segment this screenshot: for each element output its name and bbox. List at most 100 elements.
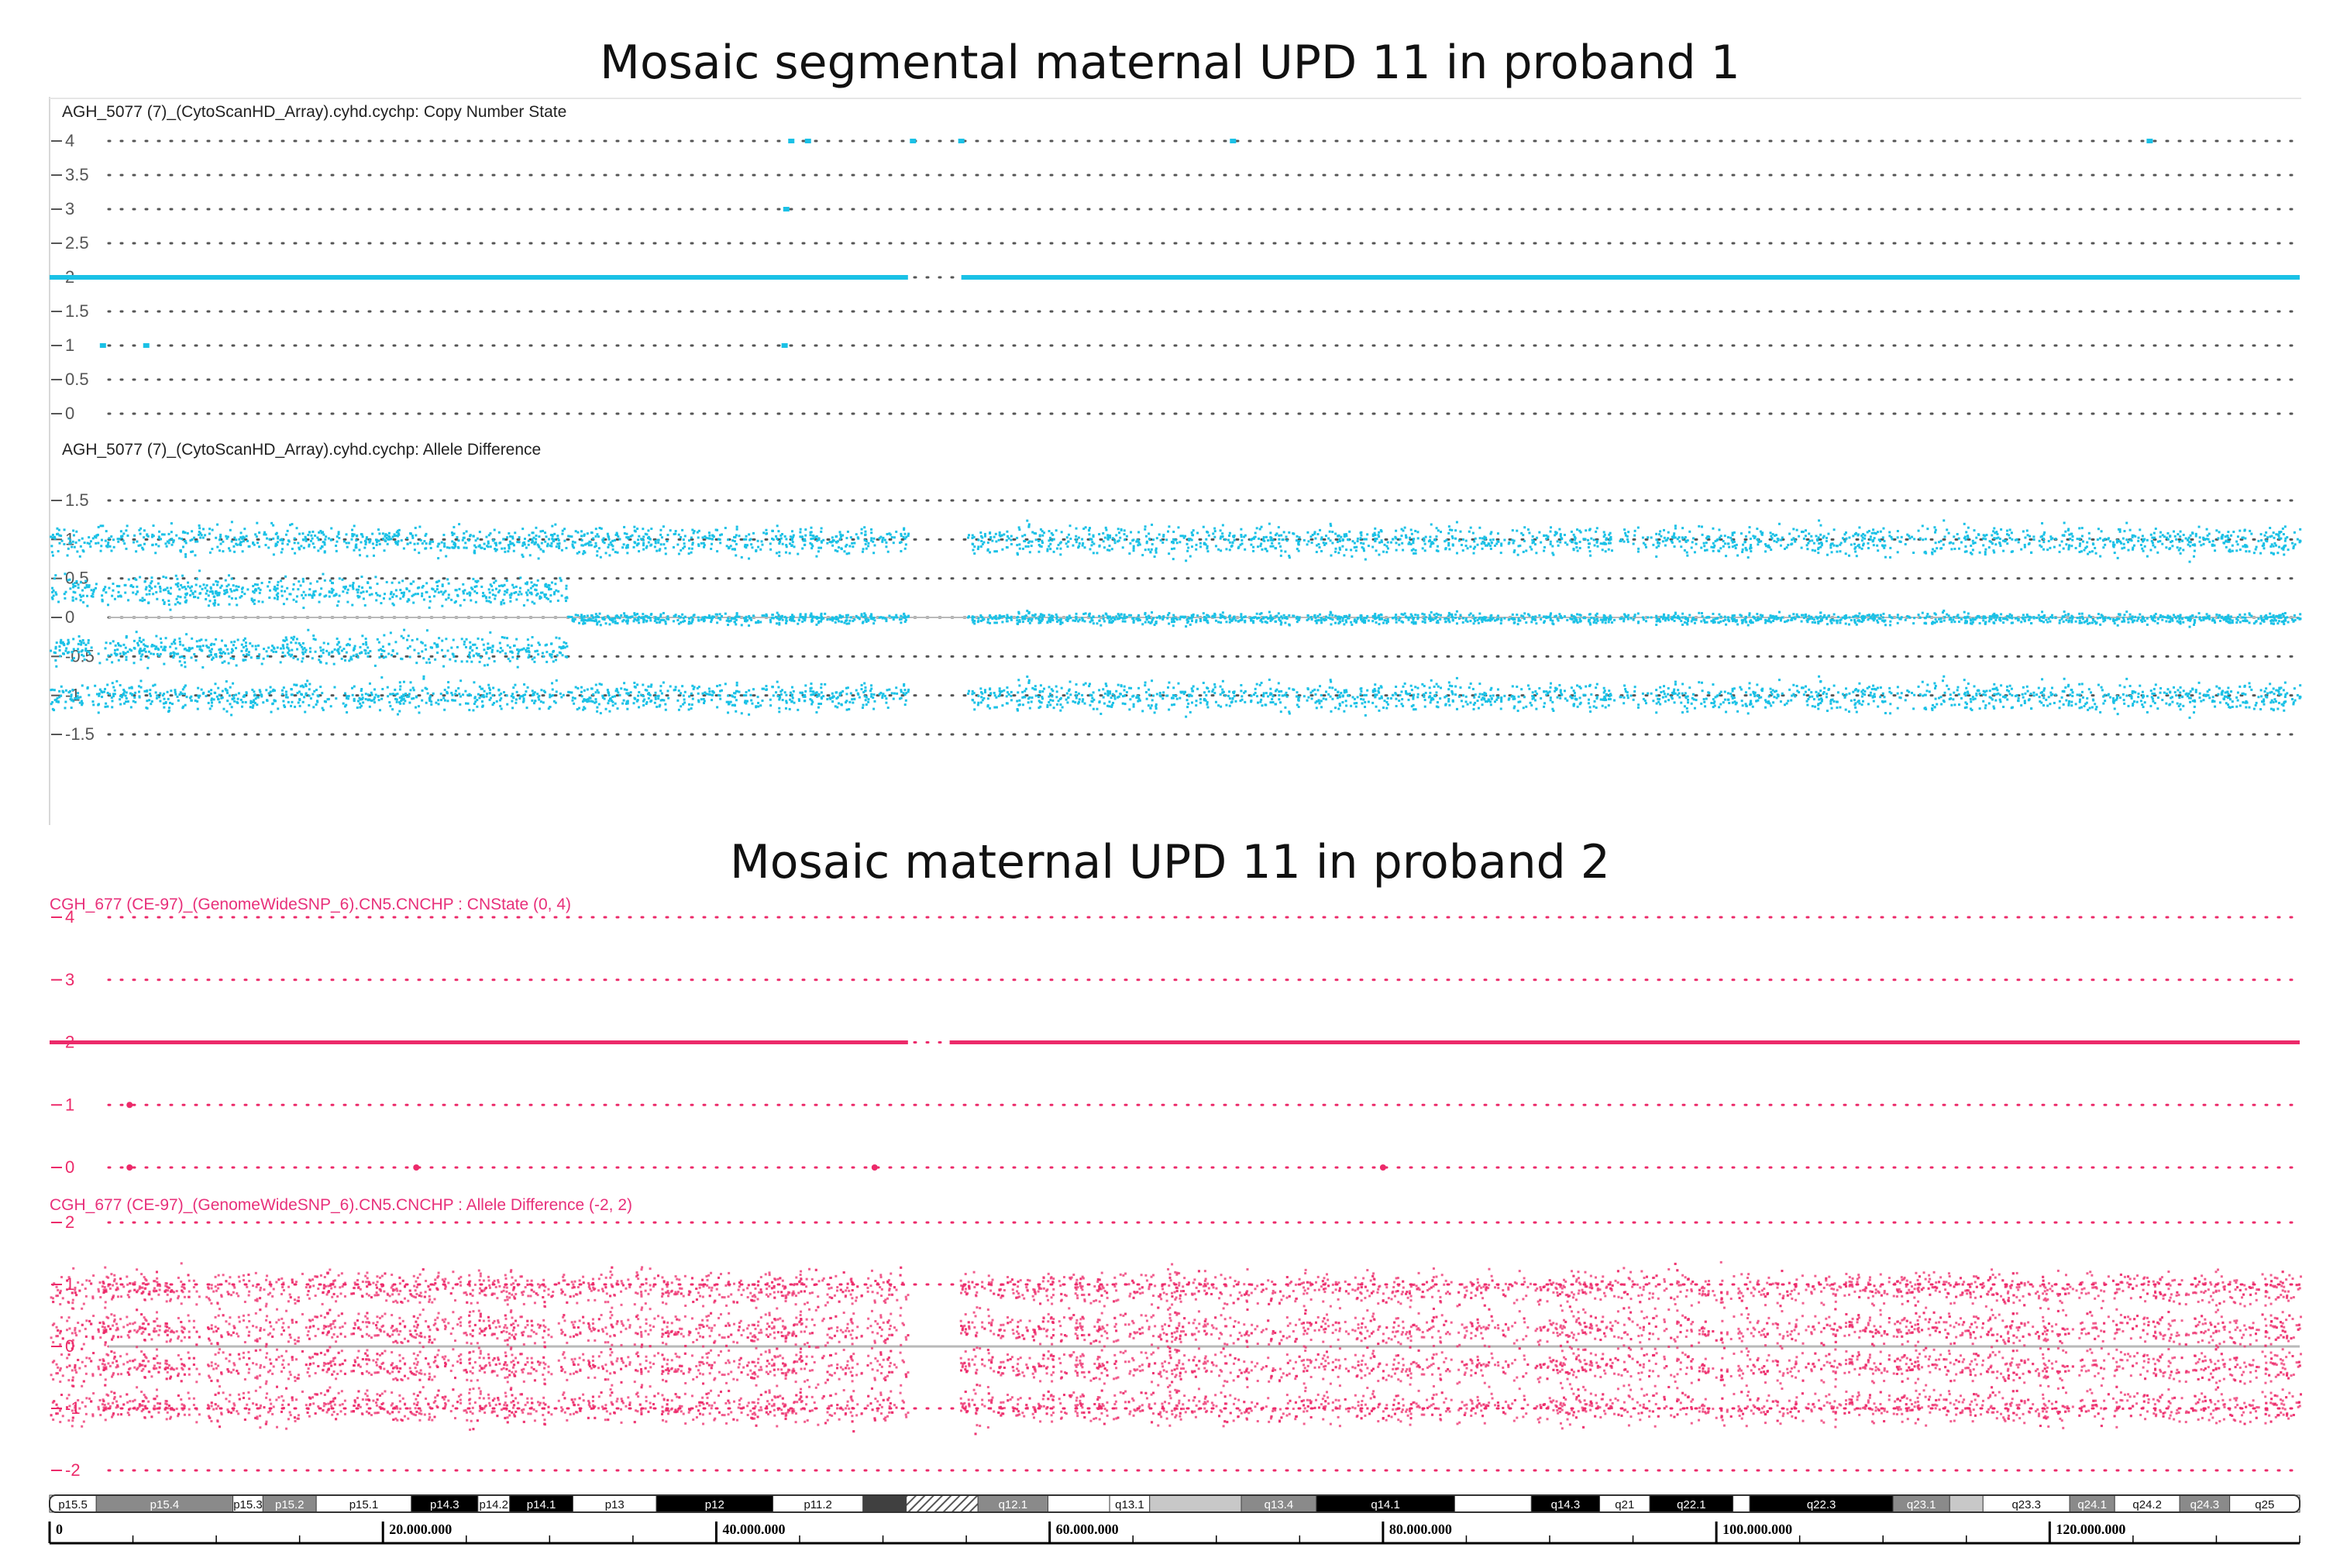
p1-ad-point [852,545,854,548]
p1-ad-point [2265,531,2267,534]
p1-ad-point [624,532,626,535]
p1-ad-point [281,693,284,695]
p1-ad-point [2067,548,2070,551]
p1-ad-point [972,543,974,545]
p1-ad-point [1664,537,1666,539]
p1-ad-point [1411,549,1413,552]
p1-ad-point [599,613,601,615]
p1-ad-point [392,650,394,652]
p1-ad-point [1700,547,1702,549]
p1-ad-point [850,536,852,538]
p1-ad-point [1481,548,1484,550]
p1-ad-point [319,661,322,663]
p1-ad-point [982,543,984,545]
p1-ad-point [1883,540,1885,542]
p1-ad-point [205,593,208,595]
p1-ad-point [2082,541,2084,543]
p1-ad-point [80,581,82,583]
p1-ad-point [350,538,353,541]
p1-ad-point [2142,539,2145,542]
p1-ad-point [724,527,727,529]
p1-ad-point [1936,547,1938,549]
p1-ad-point [506,536,508,538]
p1-ad-point [208,594,210,597]
p1-ad-point [54,591,57,593]
p1-ad-point [163,663,165,665]
p1-ad-point [235,647,237,649]
p1-ad-point [119,703,122,706]
p1-ad-point [1360,537,1362,539]
p1-ad-point [1151,524,1153,526]
p1-ad-point [977,548,979,550]
p1-ad-point [88,652,91,655]
p1-ad-point [1225,548,1227,550]
p1-ad-point [261,662,263,665]
p1-ad-point [745,544,748,546]
p1-ad-point [1208,535,1210,537]
p1-ad-point [390,693,392,696]
p1-ad-point [2041,522,2043,524]
p1-ad-point [1148,532,1150,535]
p1-ad-point [1712,550,1715,552]
p1-ad-point [222,550,224,552]
p1-ad-point [656,550,658,552]
p1-ad-point [1674,524,1677,527]
p1-ad-point [538,557,540,559]
p1-ad-point [595,613,597,615]
p1-ad-point [287,696,289,699]
p1-ad-point [872,538,875,540]
p1-ad-point [323,542,325,544]
p1-ad-point [804,528,807,531]
p1-ad-point [239,543,241,545]
p1-ad-point [1861,539,1863,542]
p1-ad-point [2152,544,2154,546]
p1-ad-point [215,580,217,583]
p1-ad-point [1175,539,1177,542]
p1-ad-point [2043,531,2046,534]
p1-ad-point [1571,541,1574,543]
p1-ad-point [2269,613,2271,615]
p1-ad-point [2020,548,2022,551]
p1-ad-point [2071,539,2073,542]
p1-ad-point [302,701,305,703]
p1-ad-point [356,591,359,593]
p1-ad-point [895,531,897,533]
p1-ad-point [428,658,430,660]
p1-ad-point [210,693,212,695]
p1-ad-point [253,599,256,601]
p1-ad-point [984,533,986,535]
p1-ad-point [470,694,472,696]
p1-ad-point [1871,532,1874,535]
p1-ad-point [537,544,539,546]
p1-ad-point [1108,545,1110,547]
p1-ad-point [73,534,75,536]
p1-ad-point [169,646,171,648]
p1-ad-point [212,583,215,586]
p1-ad-point [251,645,253,647]
p1-ad-point [1191,545,1193,548]
p1-ad-point [391,591,393,593]
p1-ad-point [184,586,186,588]
p1-ad-point [332,582,334,584]
p1-ad-point [1334,548,1337,550]
p1-ad-point [2269,545,2272,548]
p1-ad-point [801,535,804,538]
p1-ad-point [748,539,751,542]
p1-ad-point [158,535,160,538]
p1-ad-point [102,590,105,592]
p1-ad-point [1898,540,1901,542]
p1-ad-point [1031,541,1034,543]
p1-ad-point [289,524,291,526]
p1-ad-point [1449,528,1451,531]
p1-ad-point [2141,548,2143,550]
p1-ad-point [542,551,545,553]
p1-ad-point [469,591,471,593]
p1-ad-point [2291,542,2294,545]
p1-ad-point [1719,547,1722,549]
p1-ad-point [139,599,141,601]
p1-ad-point [283,603,285,605]
p1-ad-point [276,532,278,535]
p1-ad-point [2227,541,2229,543]
p1-ad-point [165,701,167,703]
p1-ad-point [1491,542,1493,544]
